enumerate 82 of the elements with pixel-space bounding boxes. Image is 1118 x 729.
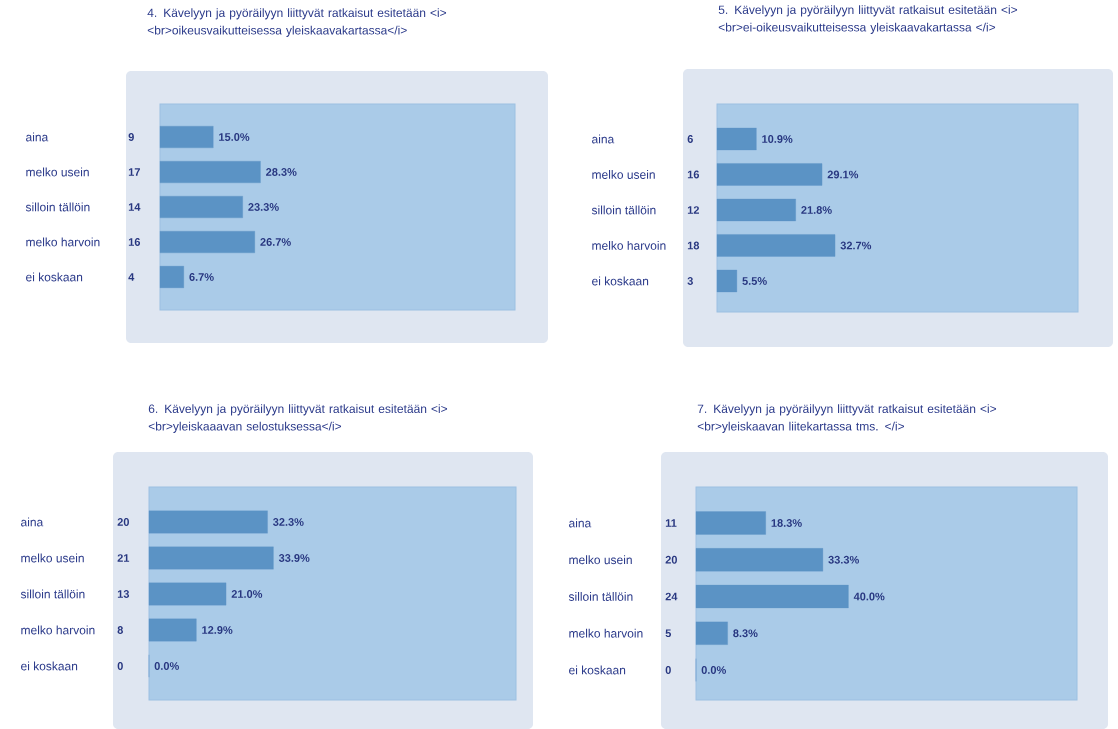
y-tick-label: aina	[569, 518, 592, 528]
text: 11	[665, 519, 677, 527]
y-tick-label: melko usein	[26, 167, 89, 177]
y-tick-label: silloin tällöin	[591, 205, 656, 215]
data-label: 32.7%	[840, 241, 872, 250]
text: 20	[665, 555, 677, 564]
text: 5	[665, 629, 672, 638]
y-tick-label: melko harvoin	[569, 628, 643, 638]
y-tick-label: aina	[592, 134, 615, 144]
chart-title: 7. Kävelyyn ja pyöräilyyn liittyvät ratkaisut esitetään <i> <br>yleiskaavan liitekartassa tms. </i>	[697, 404, 997, 433]
bar	[148, 510, 268, 534]
text: 12	[687, 206, 699, 214]
text: 4	[128, 273, 135, 281]
text: 17	[128, 168, 140, 176]
data-label: 21.8%	[801, 206, 832, 214]
text: 6	[687, 135, 693, 143]
y-tick-label: ei koskaan	[21, 661, 78, 671]
data-label: 29.1%	[827, 170, 859, 179]
data-label: 10.9%	[762, 135, 793, 143]
data-label: 8.3%	[733, 629, 758, 638]
data-label: 26.7%	[260, 238, 291, 246]
text: 8	[117, 626, 123, 634]
y-tick-label: aina	[21, 517, 44, 527]
text: 16	[128, 238, 141, 246]
data-label: 33.3%	[828, 555, 859, 564]
text: 24	[665, 592, 678, 601]
bar	[695, 511, 766, 535]
bar	[716, 163, 823, 186]
y-tick-label: melko harvoin	[21, 625, 95, 635]
bar	[148, 618, 197, 642]
y-tick-label: melko usein	[592, 170, 655, 179]
data-label: 40.0%	[853, 592, 885, 601]
chart-title: 4. Kävelyyn ja pyöräilyyn liittyvät ratkaisut esitetään <i> <br>oikeusvaikutteisessa yleiskaavakartassa</i>	[147, 8, 447, 37]
data-label: 28.3%	[266, 168, 297, 176]
y-tick-label: aina	[26, 132, 49, 142]
data-label: 5.5%	[742, 277, 767, 285]
text: 0	[117, 662, 123, 670]
data-label: 23.3%	[248, 203, 279, 211]
y-tick-label: melko usein	[21, 553, 84, 563]
bar	[716, 234, 836, 257]
y-tick-label: melko usein	[569, 555, 632, 565]
bar	[159, 126, 214, 148]
y-tick-label: silloin tällöin	[25, 202, 90, 212]
data-label: 0.0%	[701, 666, 726, 674]
bar	[716, 127, 757, 151]
data-label: 0.0%	[154, 662, 179, 670]
text: 0	[665, 666, 671, 674]
y-tick-label: ei koskaan	[26, 272, 83, 282]
data-label: 21.0%	[231, 590, 263, 598]
chart-title: 5. Kävelyyn ja pyöräilyyn liittyvät ratkaisut esitetään <i> <br>ei-oikeusvaikutteisessa yleiskaavakartassa </i>	[718, 5, 1018, 34]
bar	[159, 266, 184, 288]
bar	[695, 584, 849, 609]
y-tick-label: silloin tällöin	[20, 589, 85, 599]
bar	[159, 161, 261, 183]
bar	[695, 621, 728, 645]
y-tick-label: silloin tällöin	[568, 592, 633, 601]
data-label: 33.9%	[278, 554, 310, 562]
data-label: 12.9%	[202, 626, 233, 634]
bar	[159, 231, 255, 253]
bar	[159, 196, 243, 218]
bar	[716, 198, 796, 222]
text: 9	[128, 133, 134, 141]
text: 20	[117, 518, 129, 526]
chart-title: 6. Kävelyyn ja pyöräilyyn liittyvät ratkaisut esitetään <i> <br>yleiskaaavan selostuksessa</i>	[148, 404, 448, 433]
bar	[148, 582, 227, 606]
text: 18	[687, 241, 700, 250]
y-tick-label: ei koskaan	[569, 665, 626, 675]
y-tick-label: melko harvoin	[592, 241, 666, 250]
bar	[716, 269, 738, 293]
y-tick-label: ei koskaan	[592, 276, 649, 286]
y-tick-label: melko harvoin	[26, 237, 100, 247]
bar	[695, 548, 824, 572]
data-label: 18.3%	[771, 519, 802, 527]
text: 13	[117, 590, 130, 598]
text: 14	[128, 203, 141, 211]
text: 21	[117, 554, 130, 562]
data-label: 15.0%	[219, 133, 250, 141]
data-label: 32.3%	[273, 518, 304, 526]
text: 16	[687, 170, 700, 179]
text: 3	[687, 277, 693, 285]
data-label: 6.7%	[189, 273, 214, 281]
bar	[148, 546, 274, 570]
